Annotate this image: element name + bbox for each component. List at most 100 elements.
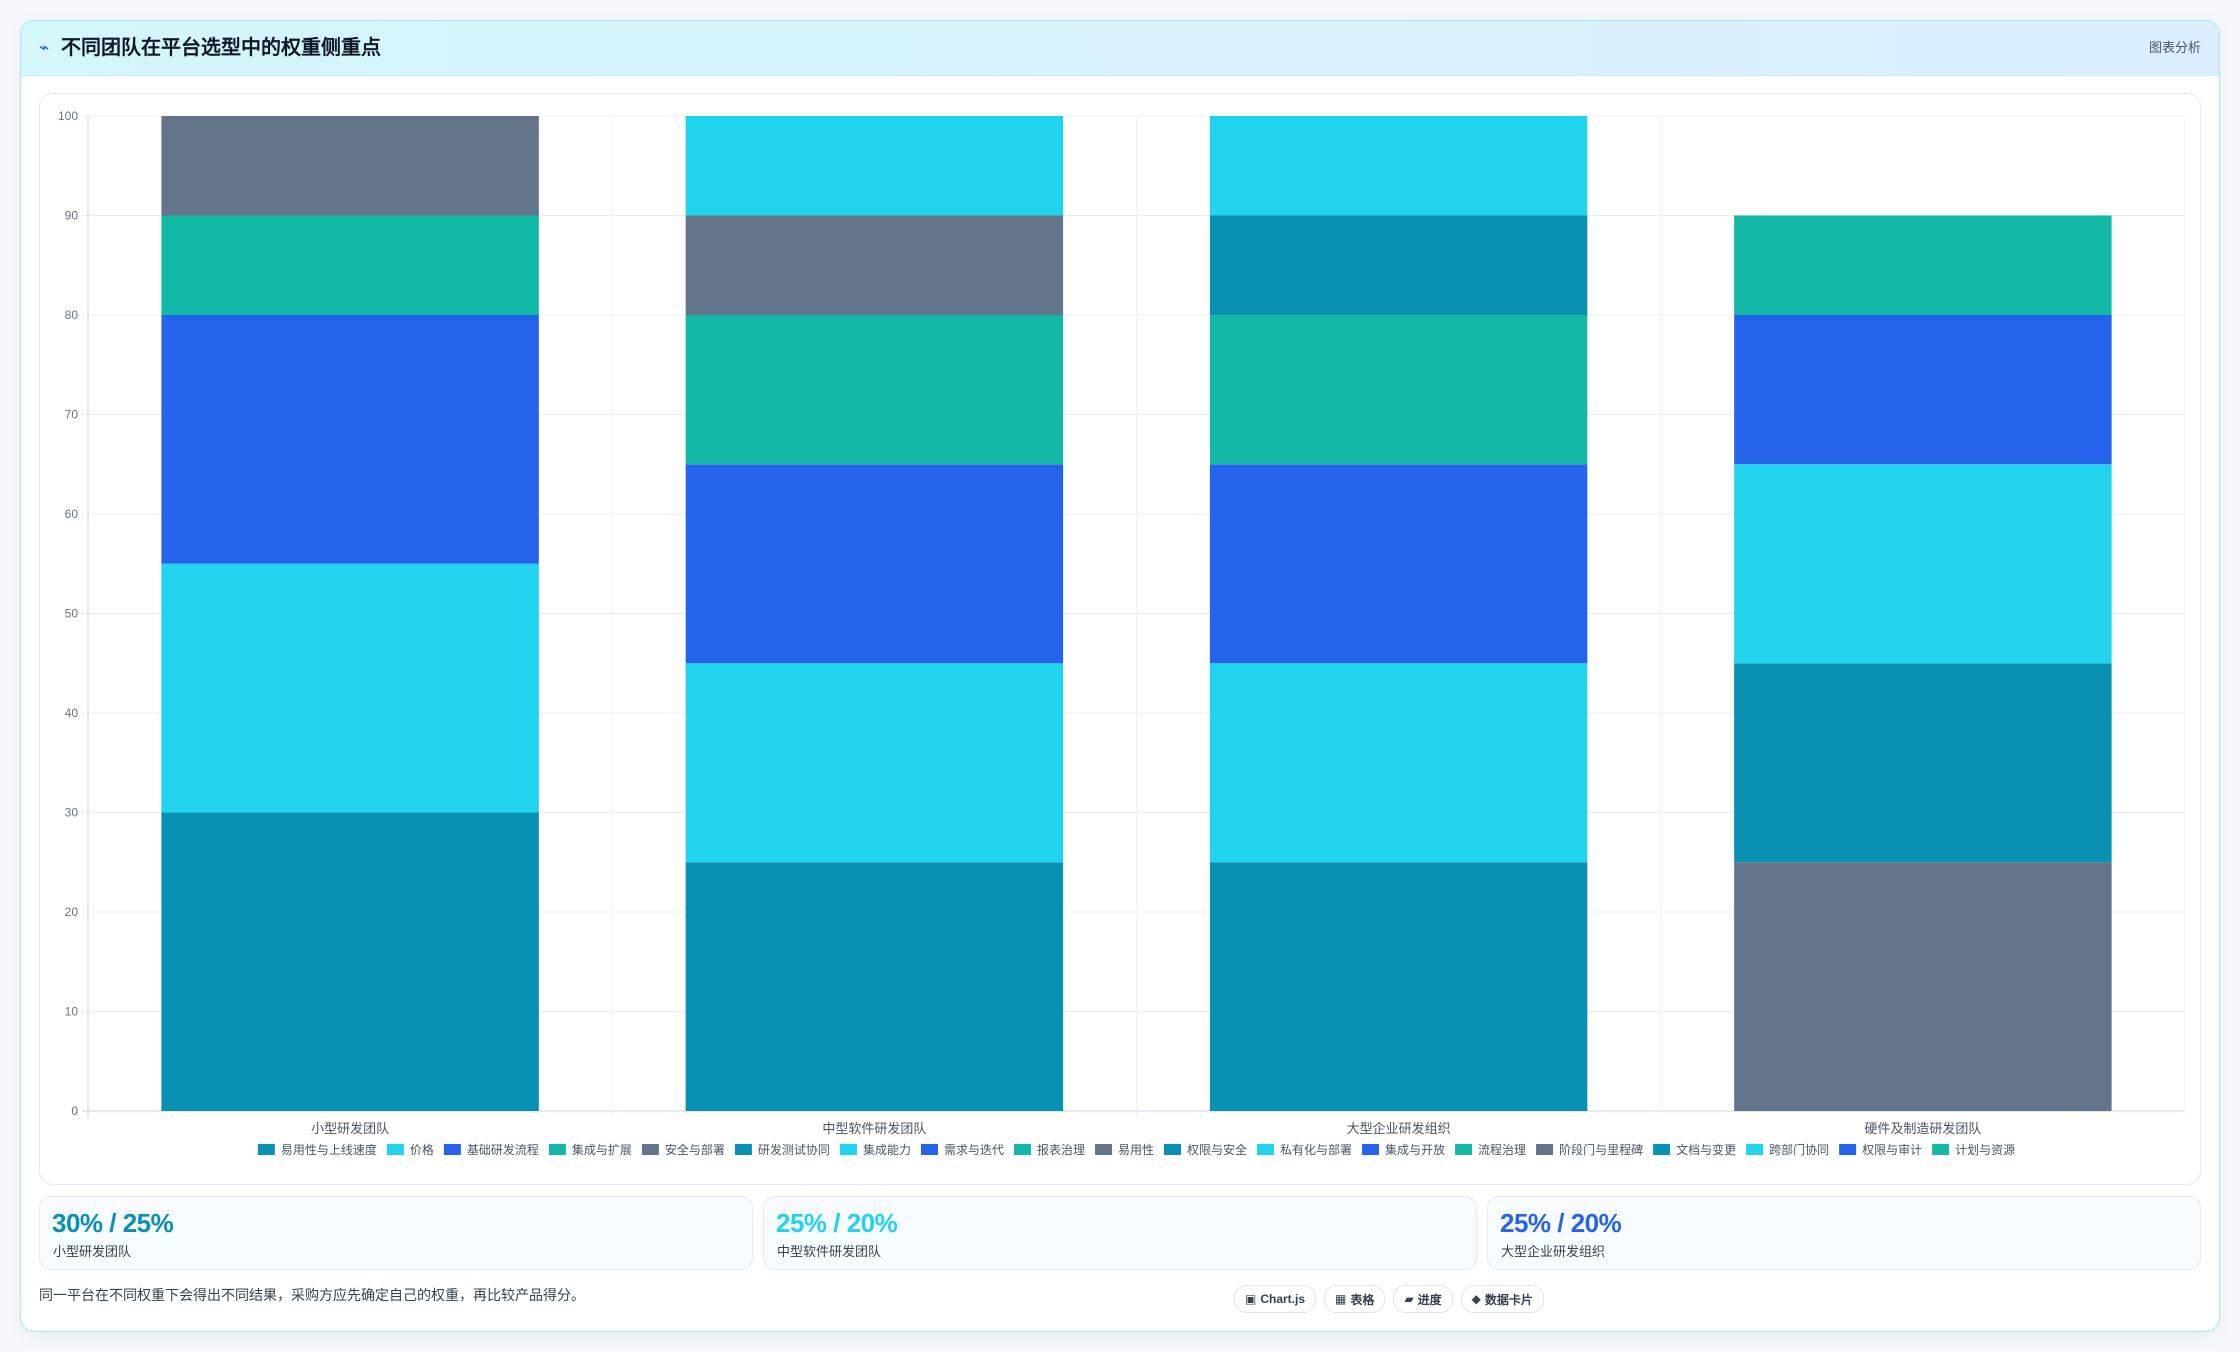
stat-label: 大型企业研发组织 [1501,1244,1606,1259]
bar-segment [1734,215,2112,315]
legend-swatch [1362,1144,1380,1155]
legend-item: 文档与变更 [1653,1142,1736,1157]
bar-segment [1209,116,1588,216]
bar-segment [1734,315,2112,465]
bar-segment [685,215,1064,315]
legend-label: 集成与扩展 [572,1142,632,1157]
legend-swatch [443,1144,461,1155]
legend-item: 价格 [386,1142,434,1157]
y-tick-label: 20 [65,905,79,919]
legend-label: 集成能力 [863,1142,911,1157]
stat-label: 中型软件研发团队 [777,1244,882,1259]
legend-label: 阶段门与里程碑 [1559,1142,1643,1157]
bar-segment [161,315,539,564]
y-tick-label: 0 [71,1104,78,1118]
legend-label: 报表治理 [1037,1142,1085,1157]
bar-segment [1209,464,1588,664]
legend-label: 易用性 [1118,1143,1154,1157]
chip-data-card[interactable]: ◆ 数据卡片 [1460,1285,1544,1313]
legend-swatch [1839,1144,1857,1155]
bar-segment [1734,464,2112,664]
chip-chartjs[interactable]: ▣ Chart.js [1234,1285,1317,1313]
legend-label: 私有化与部署 [1280,1142,1352,1157]
y-tick-label: 90 [65,209,79,223]
legend-swatch [920,1144,938,1155]
chip-label: 表格 [1350,1292,1375,1307]
y-tick-label: 50 [65,607,79,621]
legend-item: 易用性 [1094,1143,1154,1157]
bar-segment [685,315,1064,465]
legend-item: 需求与迭代 [920,1143,1004,1157]
legend-item: 阶段门与里程碑 [1536,1142,1643,1157]
y-tick-label: 60 [65,507,79,521]
y-tick-label: 40 [65,706,79,720]
chart-title: 不同团队在平台选型中的权重侧重点 [61,37,381,59]
legend-item: 跨部门协同 [1746,1142,1829,1157]
bar-segment [1209,663,1588,863]
bar-segment [685,862,1064,1111]
stat-label: 小型研发团队 [53,1244,132,1259]
legend-label: 基础研发流程 [467,1142,539,1157]
chip-table[interactable]: ▦ 表格 [1324,1285,1386,1313]
legend-label: 集成与开放 [1385,1142,1445,1157]
y-tick-label: 80 [65,308,79,322]
bar-segment [685,116,1064,216]
legend-item: 计划与资源 [1932,1143,2015,1157]
legend-label: 文档与变更 [1676,1142,1736,1157]
legend-label: 需求与迭代 [944,1143,1004,1157]
stat-card-small-team: 30% / 25% 小型研发团队 [39,1196,753,1270]
legend-item: 流程治理 [1455,1142,1526,1157]
legend-item: 集成与开放 [1362,1142,1445,1157]
bar-segment [1734,663,2112,863]
bar-segment [685,464,1064,664]
legend-swatch [1013,1144,1031,1155]
legend-item: 权限与审计 [1839,1142,1922,1157]
bar-segment [161,215,539,315]
progress-icon: ▰ [1404,1292,1414,1306]
legend-item: 集成与扩展 [548,1142,632,1157]
legend-label: 易用性与上线速度 [281,1142,377,1157]
card-header: ⌁ 不同团队在平台选型中的权重侧重点 图表分析 [21,21,2219,76]
bar-segment [1734,862,2112,1111]
feature-chips: ▣ Chart.js ▦ 表格 ▰ 进度 ◆ 数据卡片 [1234,1285,1544,1313]
chip-label: 进度 [1417,1292,1442,1307]
legend-item: 安全与部署 [641,1142,725,1157]
chip-label: Chart.js [1260,1292,1306,1306]
chart-card: ⌁ 不同团队在平台选型中的权重侧重点 图表分析 0 10 20 30 40 50 60 70 8… [20,20,2220,1332]
chart-box-icon: ▣ [1245,1292,1257,1306]
chip-progress[interactable]: ▰ 进度 [1393,1285,1453,1313]
stat-value: 25% / 20% [1500,1208,1622,1238]
footnote: 同一平台在不同权重下会得出不同结果，采购方应先确定自己的权重，再比较产品得分。 [39,1287,585,1303]
legend-item: 研发测试协同 [734,1142,830,1157]
x-category-label: 硬件及制造研发团队 [1864,1121,1981,1136]
legend-item: 私有化与部署 [1257,1142,1352,1157]
y-tick-label: 30 [65,806,79,820]
stat-value: 30% / 25% [52,1208,174,1238]
legend-swatch [1653,1144,1671,1155]
chart-line-icon: ⌁ [39,38,50,57]
legend-swatch [1932,1144,1950,1155]
x-category-label: 大型企业研发组织 [1347,1121,1451,1136]
bar-segment [1209,215,1588,315]
x-category-label: 小型研发团队 [311,1121,389,1136]
legend-swatch [1455,1144,1473,1155]
legend-item: 权限与安全 [1164,1142,1247,1157]
stacked-bar-chart: 0 10 20 30 40 50 60 70 80 90 100 小型研发团队 中型软件研发团队 大型企业… [58,109,2186,1157]
legend-label: 研发测试协同 [758,1142,830,1157]
chart-analysis-badge[interactable]: 图表分析 [2148,40,2201,55]
stat-card-medium-team: 25% / 20% 中型软件研发团队 [763,1196,1477,1270]
chip-label: 数据卡片 [1484,1292,1533,1307]
bar-segment [161,563,539,813]
chart-panel: 0 10 20 30 40 50 60 70 80 90 100 小型研发团队 中型软件研发团队 大型企业… [39,93,2201,1185]
legend-swatch [734,1144,752,1155]
legend-label: 价格 [410,1142,434,1157]
legend-swatch [641,1144,659,1155]
legend-swatch [1094,1144,1112,1155]
bar-segment [1209,862,1588,1111]
table-icon: ▦ [1335,1292,1347,1306]
stat-card-large-org: 25% / 20% 大型企业研发组织 [1487,1196,2201,1270]
bar-segment [161,116,539,216]
legend-item: 集成能力 [839,1142,911,1157]
legend-label: 权限与安全 [1187,1142,1247,1157]
legend-swatch [1536,1144,1554,1155]
